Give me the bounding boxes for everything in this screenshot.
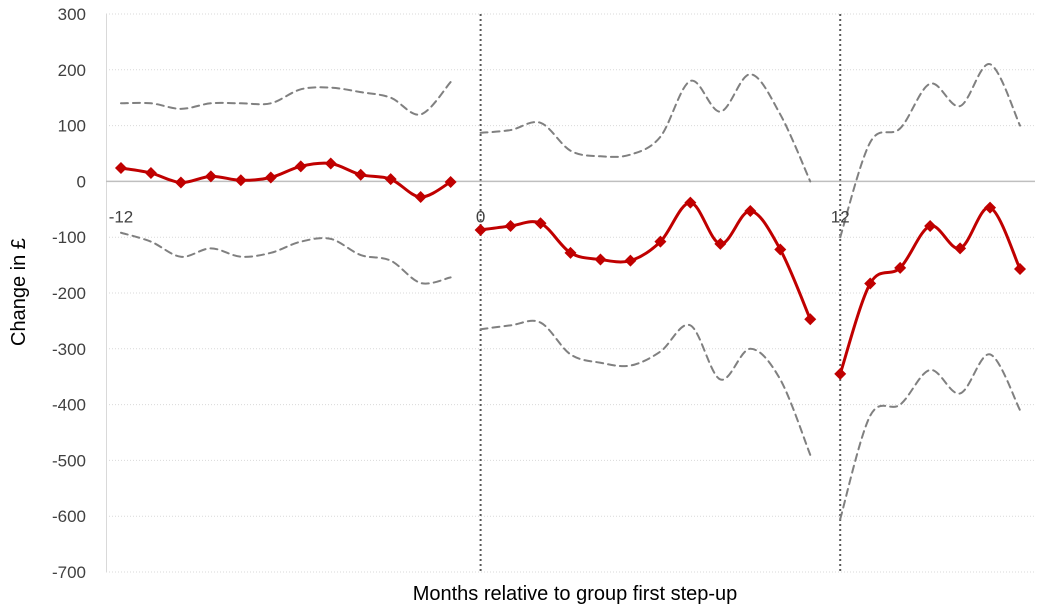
data-point-marker bbox=[684, 196, 697, 209]
data-point-marker bbox=[714, 237, 727, 250]
y-tick-label: 200 bbox=[58, 61, 86, 80]
data-point-marker bbox=[804, 313, 817, 326]
data-point-marker bbox=[1014, 263, 1027, 276]
data-point-marker bbox=[564, 246, 577, 259]
x-tick-label: 12 bbox=[831, 207, 850, 226]
upper-ci-line bbox=[839, 63, 1022, 239]
lower-ci-line bbox=[479, 319, 812, 456]
data-point-marker bbox=[954, 242, 967, 255]
y-tick-label: 300 bbox=[58, 5, 86, 24]
data-point-marker bbox=[624, 254, 637, 267]
upper-ci-line bbox=[479, 73, 812, 183]
y-tick-label: 0 bbox=[77, 172, 86, 191]
data-point-marker bbox=[534, 217, 547, 230]
data-point-marker bbox=[354, 168, 367, 181]
estimate-line bbox=[479, 201, 812, 321]
data-point-marker bbox=[984, 201, 997, 214]
data-point-marker bbox=[774, 243, 787, 256]
data-point-marker bbox=[924, 220, 937, 233]
upper-ci-line bbox=[119, 81, 452, 116]
data-point-marker bbox=[594, 253, 607, 266]
data-point-marker bbox=[174, 176, 187, 189]
data-point-marker bbox=[234, 174, 247, 187]
tick-labels: 300 200 100 0 -100 -200 -300 -400 -500 -600 -700 -1… bbox=[52, 5, 850, 582]
confidence-bands bbox=[119, 63, 1022, 520]
y-tick-label: -500 bbox=[52, 451, 86, 470]
y-tick-label: -100 bbox=[52, 228, 86, 247]
y-tick-label: -700 bbox=[52, 563, 86, 582]
y-tick-label: -600 bbox=[52, 507, 86, 526]
y-tick-label: -400 bbox=[52, 396, 86, 415]
estimate-series bbox=[114, 157, 1027, 380]
gridlines bbox=[106, 13, 1035, 573]
data-point-marker bbox=[114, 162, 127, 175]
data-point-marker bbox=[204, 170, 217, 183]
data-point-marker bbox=[504, 220, 517, 233]
data-point-marker bbox=[864, 277, 877, 290]
data-point-marker bbox=[474, 223, 487, 236]
y-tick-label: -200 bbox=[52, 284, 86, 303]
x-axis-title: Months relative to group first step-up bbox=[413, 583, 738, 605]
y-tick-label: 100 bbox=[58, 117, 86, 136]
data-point-marker bbox=[894, 261, 907, 274]
data-point-marker bbox=[414, 191, 427, 204]
lower-ci-line bbox=[839, 353, 1022, 520]
lower-ci-line bbox=[119, 231, 452, 285]
reference-lines bbox=[479, 14, 842, 572]
data-point-marker bbox=[744, 204, 757, 217]
estimate-line bbox=[838, 206, 1022, 376]
data-point-marker bbox=[834, 367, 847, 380]
estimate-line bbox=[119, 161, 453, 199]
y-axis-title: Change in £ bbox=[8, 238, 30, 346]
x-tick-label: -12 bbox=[109, 207, 134, 226]
data-point-marker bbox=[144, 167, 157, 180]
data-point-marker bbox=[384, 173, 397, 186]
data-point-marker bbox=[654, 235, 667, 248]
data-point-marker bbox=[324, 157, 337, 170]
data-point-marker bbox=[444, 175, 457, 188]
y-tick-label: -300 bbox=[52, 340, 86, 359]
data-point-marker bbox=[294, 160, 307, 173]
x-tick-label: 0 bbox=[476, 207, 485, 226]
data-point-marker bbox=[264, 171, 277, 184]
